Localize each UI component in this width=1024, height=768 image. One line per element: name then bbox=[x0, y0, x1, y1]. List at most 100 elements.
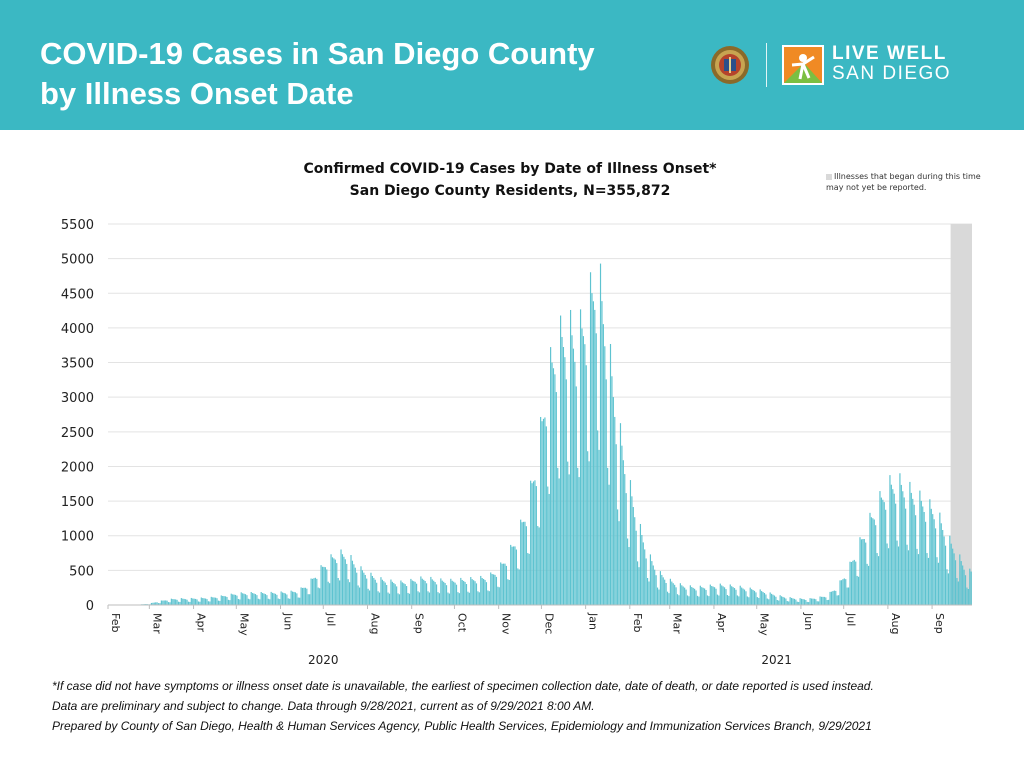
chart-bar bbox=[852, 560, 854, 605]
chart-bar bbox=[279, 599, 281, 605]
chart-bar bbox=[465, 584, 468, 605]
chart-bar bbox=[705, 589, 707, 605]
chart-bar bbox=[214, 597, 217, 605]
chart-bar bbox=[742, 588, 744, 605]
chart-bar bbox=[287, 598, 289, 605]
chart-bar bbox=[444, 582, 446, 605]
chart-bar bbox=[605, 379, 607, 605]
chart-bar bbox=[300, 587, 302, 605]
chart-bar bbox=[458, 593, 460, 605]
chart-bar bbox=[262, 593, 264, 605]
chart-bar bbox=[227, 599, 229, 605]
chart-bar bbox=[796, 601, 798, 605]
chart-bar bbox=[706, 595, 709, 605]
chart-bar bbox=[876, 553, 878, 605]
chart-bar bbox=[467, 591, 469, 605]
chart-bar bbox=[354, 567, 356, 605]
chart-bar bbox=[765, 594, 767, 605]
chart-bar bbox=[684, 587, 686, 605]
chart-bar bbox=[521, 522, 523, 605]
chart-bar bbox=[474, 581, 476, 605]
chart-bar bbox=[551, 362, 553, 605]
chart-bar bbox=[451, 580, 453, 605]
chart-bar bbox=[783, 597, 786, 605]
chart-bar bbox=[384, 582, 386, 605]
chart-bar bbox=[597, 430, 599, 605]
chart-bar bbox=[495, 576, 498, 605]
x-tick-label: Aug bbox=[889, 613, 902, 634]
chart-bar bbox=[865, 542, 867, 605]
chart-bar bbox=[197, 601, 200, 605]
chart-bar bbox=[855, 561, 857, 605]
chart-bar bbox=[652, 565, 654, 605]
chart-bar bbox=[755, 592, 757, 605]
chart-bar bbox=[674, 584, 676, 605]
chart-bar bbox=[895, 503, 897, 605]
chart-bar bbox=[773, 595, 776, 605]
chart-bar bbox=[925, 521, 927, 605]
chart-bar bbox=[346, 563, 348, 605]
chart-bar bbox=[595, 333, 597, 605]
chart-bar bbox=[378, 592, 381, 605]
chart-bar bbox=[156, 602, 158, 605]
chart-bar bbox=[699, 585, 701, 605]
chart-bar bbox=[825, 597, 827, 605]
chart-bar bbox=[830, 591, 833, 605]
chart-bar bbox=[627, 538, 629, 605]
x-tick-label: Mar bbox=[671, 613, 684, 634]
chart-bar bbox=[366, 578, 368, 605]
chart-bar bbox=[867, 565, 870, 605]
chart-bar bbox=[772, 594, 774, 605]
chart-bar bbox=[890, 484, 892, 605]
chart-bar bbox=[272, 592, 274, 605]
chart-bar bbox=[455, 584, 458, 605]
chart-bar bbox=[678, 595, 680, 605]
chart-bar bbox=[167, 602, 170, 605]
chart-bar bbox=[424, 580, 426, 605]
chart-bar bbox=[922, 506, 924, 605]
chart-bar bbox=[230, 593, 232, 605]
chart-bar bbox=[658, 589, 660, 605]
chart-bar bbox=[232, 594, 234, 605]
chart-bar bbox=[460, 577, 462, 605]
chart-bar bbox=[502, 563, 505, 605]
chart-bar bbox=[835, 590, 837, 605]
chart-bar bbox=[953, 553, 955, 605]
chart-bar bbox=[810, 598, 813, 605]
chart-bar bbox=[671, 581, 673, 605]
chart-bar bbox=[344, 559, 346, 605]
chart-bar bbox=[203, 598, 205, 605]
chart-bar bbox=[321, 566, 324, 605]
chart-bar bbox=[347, 579, 349, 605]
chart-bar bbox=[213, 597, 215, 605]
chart-bar bbox=[410, 578, 412, 605]
chart-bar bbox=[892, 489, 894, 605]
y-tick-label: 5000 bbox=[61, 253, 94, 268]
chart-bar bbox=[668, 593, 670, 605]
year-label: 2021 bbox=[761, 653, 792, 667]
chart-bar bbox=[743, 589, 746, 605]
chart-bar bbox=[494, 574, 496, 605]
chart-bar bbox=[967, 588, 969, 605]
chart-bar bbox=[843, 578, 845, 605]
chart-bar bbox=[615, 444, 617, 605]
chart-bar bbox=[789, 597, 791, 605]
chart-bar bbox=[397, 593, 399, 605]
chart-bar bbox=[778, 600, 780, 605]
chart-bar bbox=[264, 594, 267, 605]
year-label: 2020 bbox=[308, 653, 339, 667]
chart-bar bbox=[664, 579, 666, 605]
chart-bar bbox=[441, 580, 443, 605]
chart-bar bbox=[823, 596, 825, 605]
footnote-1: *If case did not have symptoms or illnes… bbox=[52, 679, 874, 693]
chart-bar bbox=[371, 575, 373, 605]
chart-bar bbox=[611, 376, 613, 605]
chart-bar bbox=[418, 592, 421, 605]
chart-bar bbox=[795, 599, 797, 605]
chart-bar bbox=[910, 492, 912, 605]
chart-bar bbox=[544, 417, 546, 605]
chart-bar bbox=[327, 581, 329, 605]
chart-bar bbox=[574, 361, 576, 605]
footnote-3: Prepared by County of San Diego, Health … bbox=[52, 719, 872, 733]
chart-bar bbox=[862, 539, 864, 605]
